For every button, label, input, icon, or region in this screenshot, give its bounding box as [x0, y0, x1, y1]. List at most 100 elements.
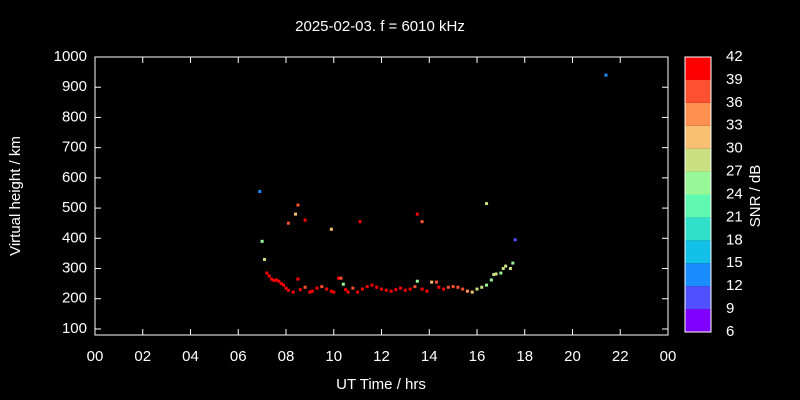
point	[282, 283, 286, 287]
point	[270, 277, 274, 281]
colorbar-tick-label: 18	[726, 231, 743, 248]
point	[499, 271, 503, 275]
point	[365, 285, 369, 289]
point	[346, 290, 350, 294]
x-tick-label: 08	[278, 348, 295, 365]
x-tick-label: 18	[516, 348, 533, 365]
point	[465, 289, 469, 293]
y-tick-label: 200	[62, 290, 87, 307]
point	[434, 280, 438, 284]
x-tick-label: 10	[325, 348, 342, 365]
y-tick-label: 100	[62, 320, 87, 337]
x-tick-label: 00	[660, 348, 677, 365]
point	[485, 283, 489, 287]
point	[420, 287, 424, 291]
point	[332, 290, 336, 294]
point	[329, 227, 333, 231]
colorbar-bin	[685, 79, 711, 103]
colorbar-tick-label: 15	[726, 254, 743, 271]
point	[351, 286, 355, 290]
chart-title: 2025-02-03. f = 6010 kHz	[295, 18, 465, 35]
point	[492, 273, 496, 277]
point	[320, 285, 324, 289]
x-tick-label: 22	[612, 348, 629, 365]
point	[420, 220, 424, 224]
point	[267, 274, 271, 278]
point	[298, 288, 302, 292]
x-tick-label: 00	[87, 348, 104, 365]
point	[337, 276, 341, 280]
colorbar-tick-label: 39	[726, 71, 743, 88]
x-axis-label: UT Time / hrs	[336, 376, 426, 393]
point	[501, 267, 505, 271]
x-tick-label: 20	[564, 348, 581, 365]
point	[475, 287, 479, 291]
point	[489, 278, 493, 282]
point	[470, 290, 474, 294]
colorbar-bin	[685, 125, 711, 149]
colorbar-bin	[685, 217, 711, 241]
y-tick-label: 500	[62, 199, 87, 216]
point	[380, 287, 383, 291]
point	[315, 286, 319, 290]
x-tick-label: 12	[373, 348, 390, 365]
point	[437, 285, 441, 289]
point	[344, 288, 348, 292]
colorbar-bin	[685, 102, 711, 126]
point	[375, 285, 379, 289]
point	[451, 285, 455, 289]
point	[430, 280, 434, 284]
point	[258, 189, 262, 193]
x-tick-label: 14	[421, 348, 438, 365]
point	[263, 257, 267, 261]
point	[294, 212, 298, 216]
colorbar-tick-label: 24	[726, 185, 743, 202]
y-tick-label: 400	[62, 229, 87, 246]
x-tick-label: 04	[182, 348, 199, 365]
colorbar-bin	[685, 57, 711, 80]
point	[384, 288, 388, 292]
y-tick-label: 800	[62, 108, 87, 125]
y-tick-label: 1000	[54, 48, 87, 65]
point	[296, 203, 300, 207]
y-tick-label: 600	[62, 169, 87, 186]
point	[274, 278, 278, 282]
point	[415, 279, 419, 283]
point	[485, 202, 489, 206]
colorbar-tick-label: 36	[726, 94, 743, 111]
point	[341, 282, 345, 286]
point	[408, 287, 412, 291]
point	[494, 272, 498, 276]
point	[508, 267, 512, 271]
point	[403, 288, 407, 292]
point	[511, 261, 515, 265]
x-tick-label: 16	[469, 348, 486, 365]
point	[325, 287, 329, 291]
colorbar-tick-label: 21	[726, 208, 743, 225]
y-tick-label: 300	[62, 259, 87, 276]
point	[456, 285, 460, 289]
point	[356, 290, 360, 294]
colorbar-tick-label: 27	[726, 163, 743, 180]
point	[303, 285, 307, 289]
point	[413, 285, 417, 289]
colorbar-bin	[685, 240, 711, 264]
colorbar-bin	[685, 263, 711, 287]
point	[480, 285, 484, 289]
point	[260, 239, 264, 243]
colorbar-tick-label: 30	[726, 140, 743, 157]
point	[339, 276, 343, 280]
point	[425, 289, 429, 293]
point	[399, 286, 403, 290]
y-tick-label: 900	[62, 78, 87, 95]
point	[284, 286, 288, 290]
point	[296, 277, 300, 281]
point	[286, 221, 290, 225]
point	[310, 289, 314, 293]
point	[442, 287, 446, 291]
point	[279, 282, 283, 286]
colorbar-tick-label: 6	[726, 323, 734, 340]
point	[329, 289, 333, 293]
point	[415, 212, 419, 216]
